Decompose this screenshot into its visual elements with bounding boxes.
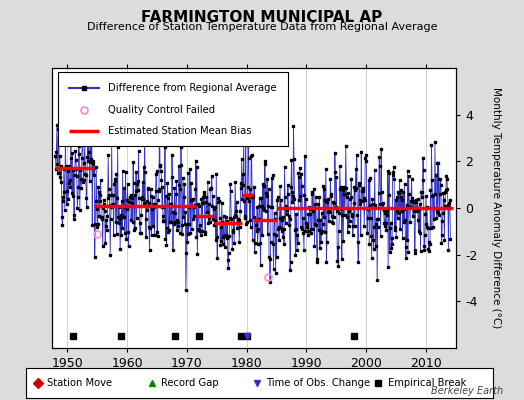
Text: Estimated Station Mean Bias: Estimated Station Mean Bias	[108, 126, 252, 136]
Text: Quality Control Failed: Quality Control Failed	[108, 105, 215, 115]
Y-axis label: Monthly Temperature Anomaly Difference (°C): Monthly Temperature Anomaly Difference (…	[491, 87, 501, 329]
Text: Record Gap: Record Gap	[161, 378, 219, 388]
Text: Station Move: Station Move	[47, 378, 112, 388]
Text: Difference from Regional Average: Difference from Regional Average	[108, 83, 277, 93]
Text: Empirical Break: Empirical Break	[388, 378, 466, 388]
Text: FARMINGTON MUNICIPAL AP: FARMINGTON MUNICIPAL AP	[141, 10, 383, 25]
Text: Berkeley Earth: Berkeley Earth	[431, 386, 503, 396]
Text: Time of Obs. Change: Time of Obs. Change	[266, 378, 370, 388]
Text: Difference of Station Temperature Data from Regional Average: Difference of Station Temperature Data f…	[87, 22, 437, 32]
